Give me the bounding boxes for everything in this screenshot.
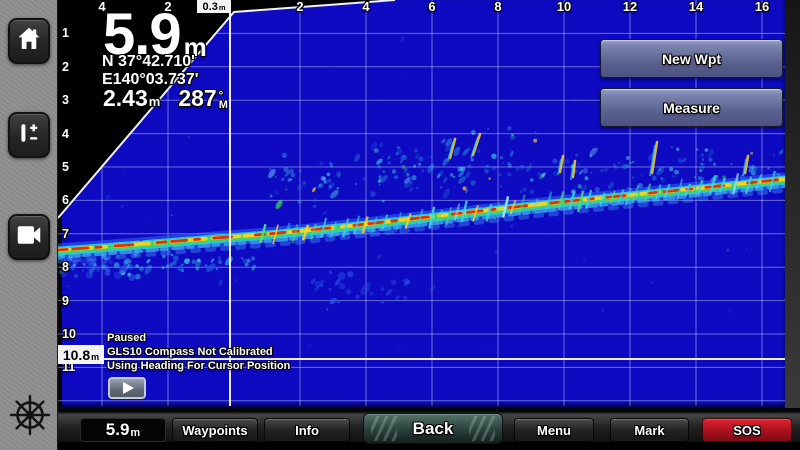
ruler-label: 4 [98, 0, 106, 14]
depth-label: 9 [62, 293, 69, 308]
sonar-view[interactable]: 4 2 2 4 6 8 10 12 14 16 1 2 3 4 5 6 7 8 9 10 11 0.3 m 10.8 m … [58, 0, 785, 408]
depth-label: 7 [62, 226, 69, 241]
latitude-readout: N 37°42.710' [102, 53, 195, 70]
status-line: Using Heading For Cursor Position [107, 360, 291, 372]
depth-field[interactable]: 5.9 m [80, 418, 166, 442]
cursor-distance-badge: 0.3 m [197, 0, 231, 13]
depth-label: 3 [62, 93, 69, 108]
ruler-label: 16 [754, 0, 770, 14]
longitude-readout: E140°03.737' [102, 71, 199, 88]
measure-button[interactable]: Measure [600, 88, 783, 127]
status-line: GLS10 Compass Not Calibrated [107, 346, 273, 358]
ruler-label: 2 [164, 0, 172, 14]
home-icon [14, 24, 44, 59]
ruler-label: 8 [494, 0, 502, 14]
sos-button[interactable]: SOS [702, 418, 792, 442]
sidebar [0, 0, 58, 450]
ruler-label: 10 [556, 0, 572, 14]
gain-adjust-icon [15, 119, 43, 152]
mark-button[interactable]: Mark [610, 418, 689, 442]
distance-heading-readout: 2.43 m 287 ° M [103, 85, 228, 111]
waypoints-button[interactable]: Waypoints [172, 418, 258, 442]
depth-label: 4 [62, 126, 69, 141]
bottom-bar: 5.9 m Waypoints Info Back Menu Mark SOS [58, 408, 800, 446]
info-button[interactable]: Info [264, 418, 350, 442]
ruler-label: 12 [622, 0, 638, 14]
home-button[interactable] [8, 18, 50, 64]
depth-label: 1 [62, 26, 69, 41]
helm-button[interactable] [7, 394, 53, 440]
video-camera-icon [14, 220, 44, 255]
depth-label: 8 [62, 260, 69, 275]
ship-wheel-icon [8, 393, 52, 442]
menu-button[interactable]: Menu [514, 418, 594, 442]
depth-label: 10 [62, 327, 76, 341]
ruler-label: 4 [362, 0, 370, 14]
play-icon [123, 382, 134, 394]
play-button[interactable] [108, 377, 146, 399]
depth-label: 5 [62, 160, 69, 174]
back-button[interactable]: Back [363, 413, 503, 444]
ruler-label: 2 [296, 0, 304, 14]
depth-label: 2 [62, 59, 69, 74]
depth-label: 6 [62, 193, 69, 208]
cursor-depth-badge: 10.8 m [58, 345, 104, 364]
depth-readout: 5.9 m [103, 2, 207, 67]
right-bezel [785, 0, 800, 408]
status-line: Paused [107, 332, 147, 344]
sonar-echogram [58, 0, 785, 406]
camera-button[interactable] [8, 214, 50, 260]
new-wpt-button[interactable]: New Wpt [600, 39, 783, 78]
adjust-button[interactable] [8, 112, 50, 158]
ruler-label: 6 [428, 0, 436, 14]
ruler-label: 14 [688, 0, 704, 14]
